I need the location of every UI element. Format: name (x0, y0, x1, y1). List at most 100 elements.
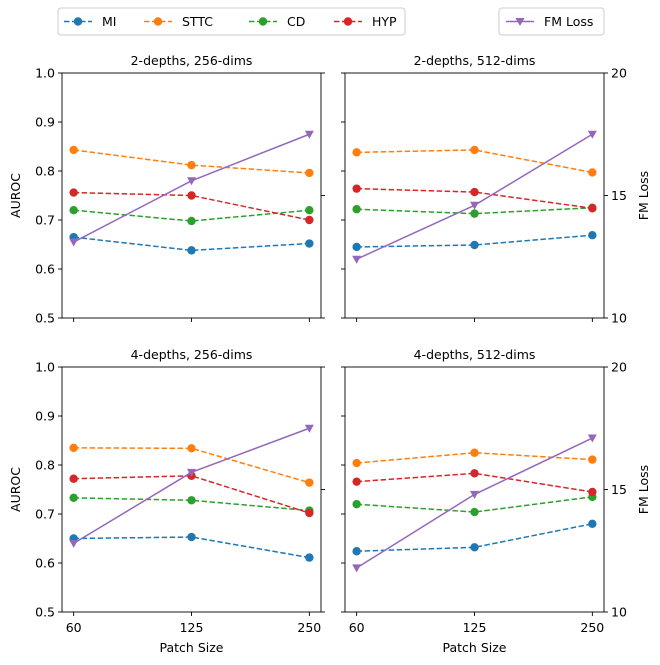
data-point-mi (470, 241, 478, 249)
y-tick-label: 0.6 (35, 556, 55, 571)
y2-axis-title: FM Loss (636, 465, 651, 514)
y-tick-label: 1.0 (35, 66, 55, 81)
series-line-fm-loss (74, 134, 310, 242)
data-point-sttc (187, 444, 195, 452)
legend-marker (154, 17, 162, 25)
y2-tick-label: 20 (611, 66, 627, 81)
legend-marker (74, 17, 82, 25)
legend-marker (259, 17, 267, 25)
panel-2: 2-depths, 512-dims 10 15 20 FM Loss (341, 53, 651, 326)
chart-figure: MI STTC CD HYP FM Loss 2-depths, 256-dims 0.5… (0, 0, 660, 665)
data-point-fm-loss (187, 177, 196, 185)
data-point-fm-loss (352, 256, 361, 264)
data-point-sttc (588, 455, 596, 463)
data-point-sttc (69, 444, 77, 452)
data-point-sttc (69, 146, 77, 154)
data-point-cd (305, 206, 313, 214)
data-point-cd (69, 206, 77, 214)
data-point-cd (187, 496, 195, 504)
panel-title: 4-depths, 512-dims (414, 347, 536, 362)
panel-title: 2-depths, 512-dims (414, 53, 536, 68)
data-point-hyp (470, 469, 478, 477)
x-tick-label: 250 (297, 620, 321, 635)
y-tick-label: 0.7 (35, 213, 55, 228)
data-point-cd (470, 508, 478, 516)
data-point-hyp (470, 188, 478, 196)
data-point-sttc (305, 169, 313, 177)
y2-tick-label: 10 (611, 605, 627, 620)
panel-title: 4-depths, 256-dims (131, 347, 253, 362)
data-point-mi (588, 231, 596, 239)
x-axis-title: Patch Size (160, 640, 224, 655)
data-point-fm-loss (69, 540, 78, 548)
data-point-sttc (470, 146, 478, 154)
y-tick-label: 0.8 (35, 458, 55, 473)
x-tick-label: 125 (180, 620, 204, 635)
y-tick-label: 0.9 (35, 115, 55, 130)
data-point-sttc (187, 161, 195, 169)
y2-tick-label: 15 (611, 188, 627, 203)
data-point-fm-loss (588, 435, 597, 443)
data-point-hyp (305, 216, 313, 224)
x-tick-label: 60 (349, 620, 365, 635)
y2-tick-label: 10 (611, 311, 627, 326)
data-point-sttc (470, 449, 478, 457)
data-point-cd (352, 500, 360, 508)
chart-panels: 2-depths, 256-dims 0.5 0.6 0.7 0.8 0.9 1.0 AURO… (8, 53, 651, 655)
panel-4: 4-depths, 512-dims 10 15 20 60 125 250 FM Loss P… (341, 347, 651, 655)
y-tick-label: 0.6 (35, 262, 55, 277)
data-point-cd (187, 217, 195, 225)
y-tick-label: 0.7 (35, 507, 55, 522)
legend: MI STTC CD HYP FM Loss (58, 8, 604, 35)
legend-label: FM Loss (544, 14, 593, 29)
data-point-cd (470, 209, 478, 217)
y-tick-label: 0.8 (35, 164, 55, 179)
data-point-hyp (352, 477, 360, 485)
y-tick-label: 0.5 (35, 311, 55, 326)
data-point-sttc (352, 459, 360, 467)
legend-label: CD (287, 14, 305, 29)
data-point-mi (470, 543, 478, 551)
data-point-mi (588, 520, 596, 528)
panel-frame (62, 367, 321, 612)
data-point-fm-loss (352, 564, 361, 572)
panel-3: 4-depths, 256-dims 0.5 0.6 0.7 0.8 0.9 1.0 60 12… (8, 347, 325, 655)
data-point-hyp (588, 204, 596, 212)
y2-axis-title: FM Loss (636, 171, 651, 220)
data-point-fm-loss (69, 239, 78, 247)
y-axis-title: AUROC (8, 467, 23, 512)
data-point-sttc (305, 478, 313, 486)
data-point-hyp (352, 184, 360, 192)
panel-frame (345, 367, 604, 612)
data-point-sttc (588, 168, 596, 176)
data-point-mi (352, 547, 360, 555)
data-point-hyp (588, 488, 596, 496)
x-tick-label: 250 (580, 620, 604, 635)
y-axis-title: AUROC (8, 173, 23, 218)
data-point-sttc (352, 148, 360, 156)
data-point-mi (187, 246, 195, 254)
legend-label: HYP (372, 14, 397, 29)
legend-marker (344, 17, 352, 25)
legend-label: STTC (182, 14, 213, 29)
data-point-mi (187, 533, 195, 541)
data-point-cd (352, 205, 360, 213)
panel-title: 2-depths, 256-dims (131, 53, 253, 68)
data-point-cd (69, 494, 77, 502)
data-point-hyp (69, 188, 77, 196)
data-point-hyp (305, 509, 313, 517)
y-tick-label: 0.9 (35, 409, 55, 424)
data-point-mi (352, 243, 360, 251)
x-tick-label: 60 (66, 620, 82, 635)
y-tick-label: 0.5 (35, 605, 55, 620)
data-point-mi (305, 239, 313, 247)
x-axis-title: Patch Size (443, 640, 507, 655)
legend-label: MI (102, 14, 116, 29)
data-point-hyp (187, 191, 195, 199)
y2-tick-label: 20 (611, 360, 627, 375)
data-point-fm-loss (470, 202, 479, 210)
x-tick-label: 125 (463, 620, 487, 635)
data-point-hyp (69, 475, 77, 483)
data-point-fm-loss (588, 131, 597, 139)
y2-tick-label: 15 (611, 482, 627, 497)
